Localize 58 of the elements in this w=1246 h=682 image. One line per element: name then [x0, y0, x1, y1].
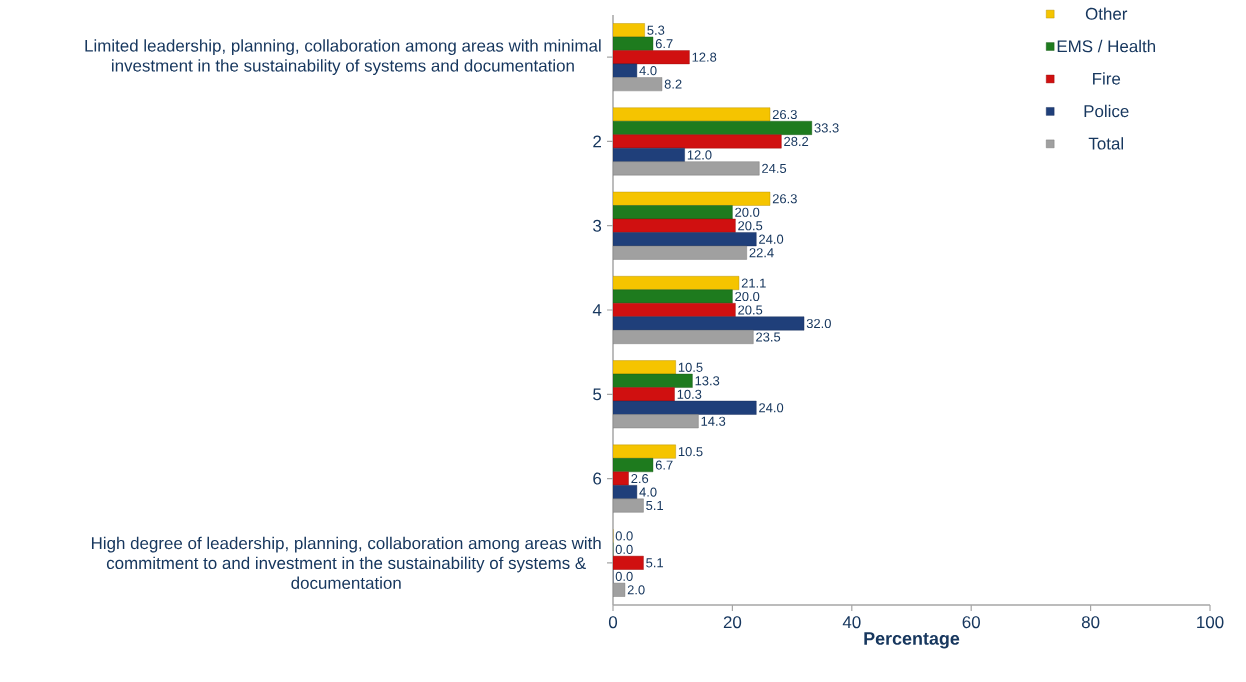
legend-label: Police — [1084, 104, 1129, 118]
y-tick-label: High degree of leadership, planning, collaboration among areas with commitment to and investment in the sustainability of systems & documentation — [91, 536, 601, 590]
data-label: 0.0 — [615, 544, 633, 554]
data-label: 10.5 — [678, 362, 703, 372]
bar — [613, 107, 771, 122]
bar — [613, 316, 805, 331]
data-label: 26.3 — [772, 109, 797, 120]
data-label: 2.0 — [627, 585, 645, 595]
data-label: 13.3 — [695, 376, 720, 386]
data-label: 10.3 — [677, 389, 702, 399]
x-tick-label: 0 — [608, 616, 618, 629]
legend-label: Other — [1085, 7, 1128, 20]
x-axis-title: Percentage — [864, 632, 960, 649]
y-tick-label: 5 — [593, 388, 602, 401]
bar — [613, 289, 733, 304]
data-label: 20.5 — [738, 305, 763, 315]
y-tick-label: 4 — [592, 304, 602, 316]
data-label: 2.6 — [631, 473, 649, 484]
data-label: 6.7 — [655, 460, 673, 470]
data-label: 10.5 — [678, 447, 703, 457]
bar — [613, 134, 782, 149]
data-label: 22.4 — [749, 248, 774, 258]
data-label: 5.1 — [646, 501, 664, 511]
legend-label: Fire — [1093, 72, 1121, 85]
data-label: 0.0 — [615, 571, 633, 581]
data-label: 6.7 — [655, 39, 673, 49]
y-tick-label: 3 — [593, 219, 602, 232]
data-label: 32.0 — [806, 318, 831, 329]
x-tick-label: 40 — [842, 616, 861, 629]
data-label: 8.2 — [664, 79, 682, 89]
data-label: 12.8 — [692, 52, 717, 62]
data-label: 20.0 — [735, 291, 760, 302]
data-label: 14.3 — [701, 416, 726, 426]
x-tick-label: 100 — [1197, 616, 1224, 629]
data-label: 12.0 — [687, 150, 712, 160]
y-tick-label: 6 — [593, 472, 602, 485]
y-tick-label: Limited leadership, planning, collaboration among areas with minimal investment in the sustainability of systems and documentation — [85, 39, 601, 76]
x-tick-label: 60 — [962, 616, 980, 629]
data-label: 33.3 — [814, 123, 839, 133]
data-label: 0.0 — [615, 531, 633, 541]
data-label: 28.2 — [784, 136, 809, 147]
data-label: 24.0 — [759, 403, 784, 413]
data-label: 26.3 — [772, 194, 797, 204]
data-label: 20.5 — [738, 221, 763, 231]
data-label: 24.0 — [759, 234, 784, 244]
y-tick-label: 2 — [593, 135, 601, 148]
data-label: 21.1 — [741, 278, 766, 288]
legend-label: EMS / Health — [1057, 39, 1156, 53]
data-label: 5.3 — [647, 25, 665, 35]
x-tick-label: 80 — [1081, 616, 1100, 629]
data-label: 4.0 — [639, 66, 657, 76]
data-label: 24.5 — [762, 163, 787, 173]
data-label: 20.0 — [735, 207, 760, 217]
legend-label: Total — [1088, 137, 1124, 150]
data-label: 23.5 — [756, 332, 781, 342]
data-label: 5.1 — [646, 558, 664, 568]
data-label: 4.0 — [639, 487, 657, 497]
x-tick-label: 20 — [723, 616, 742, 629]
